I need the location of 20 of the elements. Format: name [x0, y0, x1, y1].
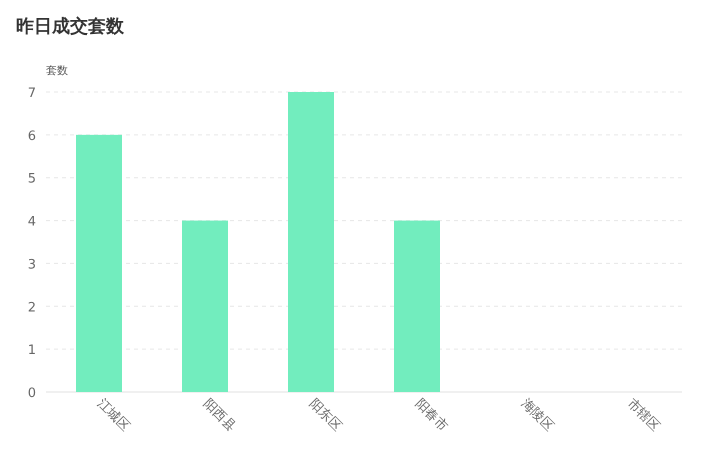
y-tick-label: 1 [28, 343, 36, 358]
y-tick-label: 2 [28, 300, 36, 316]
y-tick-label: 6 [28, 128, 36, 144]
y-tick-label: 3 [28, 257, 36, 272]
bar [76, 134, 122, 392]
x-tick-label: 海陵区 [518, 396, 556, 434]
y-axis-title: 套数 [46, 64, 68, 77]
bar [182, 220, 228, 392]
bar [288, 92, 334, 392]
x-tick-label: 市辖区 [624, 396, 662, 434]
x-tick-label: 阳西县 [200, 396, 238, 434]
x-tick-label: 阳春市 [412, 396, 450, 434]
x-tick-label: 阳东区 [306, 396, 344, 434]
bar [394, 220, 440, 392]
y-tick-label: 0 [28, 386, 36, 401]
x-tick-label: 江城区 [94, 396, 132, 434]
y-tick-label: 4 [28, 214, 36, 230]
y-tick-label: 5 [28, 172, 36, 187]
chart-title: 昨日成交套数 [16, 16, 125, 37]
y-tick-label: 7 [28, 86, 36, 101]
